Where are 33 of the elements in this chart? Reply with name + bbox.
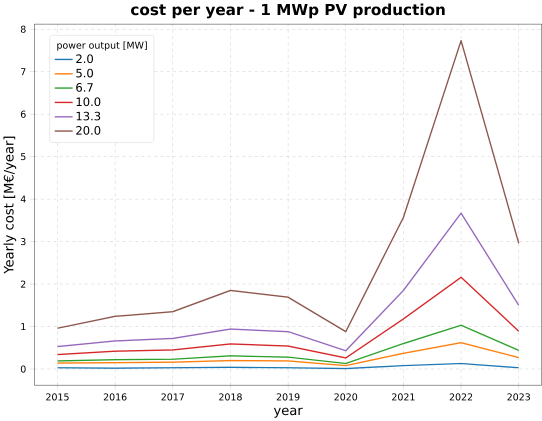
legend-label: 6.7	[76, 82, 93, 92]
y-tick-label: 0	[20, 365, 26, 372]
legend-label: 10.0	[76, 97, 100, 106]
line-series	[56, 342, 520, 366]
y-tick-label: 4	[20, 196, 26, 202]
y-tick-label: 7	[21, 68, 26, 76]
line-series	[56, 276, 520, 359]
y-tick-label: 6	[20, 110, 26, 118]
x-tick-label: 2023	[507, 393, 530, 400]
legend-label: 2.0	[76, 54, 93, 63]
legend-label: 13.3	[76, 112, 100, 120]
x-tick-label: 2021	[392, 393, 415, 400]
y-axis-title: Yearly cost [M€/year]	[3, 136, 16, 274]
x-tick-label: 2019	[276, 393, 300, 400]
line-series	[56, 212, 520, 352]
legend-title: power output [MW]	[57, 41, 147, 50]
x-tick-label: 2017	[161, 393, 184, 400]
y-tick-label: 8	[20, 26, 26, 33]
x-tick-label: 2018	[219, 393, 242, 400]
x-tick-label: 2022	[450, 393, 472, 400]
y-tick-label: 1	[21, 322, 26, 330]
y-tick-label: 2	[20, 280, 26, 288]
x-axis-title: year	[274, 408, 303, 418]
y-tick-label: 3	[20, 238, 26, 246]
x-tick-label: 2016	[104, 393, 127, 400]
line-series	[56, 40, 520, 332]
x-tick-label: 2020	[334, 393, 358, 400]
line-series	[56, 324, 520, 364]
x-tick-label: 2015	[46, 393, 69, 400]
chart-title: cost per year - 1 MWp PV production	[131, 3, 445, 18]
legend-label: 5.0	[76, 68, 93, 78]
y-tick-label: 5	[20, 153, 26, 160]
legend-label: 20.0	[76, 126, 100, 135]
